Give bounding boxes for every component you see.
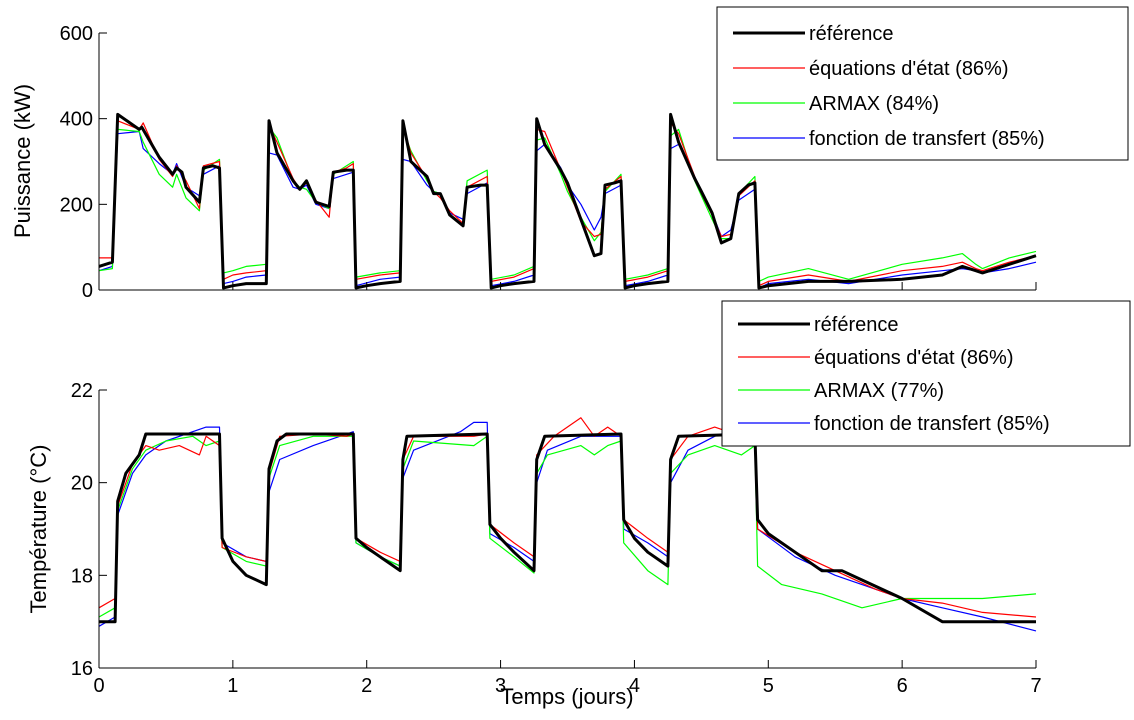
temperature-x-tick-label: 3 bbox=[495, 675, 506, 697]
temperature-series-group bbox=[98, 417, 1037, 632]
temperature-legend-label-2: ARMAX (77%) bbox=[814, 380, 944, 402]
temperature-x-tick-label: 6 bbox=[897, 675, 908, 697]
power-legend-label-2: ARMAX (84%) bbox=[809, 93, 939, 115]
x-axis-label: Temps (jours) bbox=[500, 684, 633, 709]
temperature-legend-label-3: fonction de transfert (85%) bbox=[814, 413, 1050, 435]
temperature-y-tick-label: 22 bbox=[71, 380, 93, 402]
power-y-tick-label: 0 bbox=[82, 280, 93, 302]
power-y-tick-label: 400 bbox=[60, 109, 93, 131]
temperature-y-tick-label: 20 bbox=[71, 473, 93, 495]
power-series-line-0 bbox=[98, 112, 1037, 290]
temperature-x-tick-label: 2 bbox=[361, 675, 372, 697]
temperature-y-axis-label: Température (°C) bbox=[26, 445, 51, 614]
power-legend-label-3: fonction de transfert (85%) bbox=[809, 128, 1045, 150]
power-series-group bbox=[98, 112, 1037, 290]
temperature-x-tick-label: 0 bbox=[93, 675, 104, 697]
temperature-y-tick-label: 16 bbox=[71, 658, 93, 680]
power-y-tick-label: 200 bbox=[60, 194, 93, 216]
power-ticks: 0 200 400 600 bbox=[60, 23, 1037, 302]
power-legend-label-1: équations d'état (86%) bbox=[809, 58, 1009, 80]
temperature-chart: 16 18 20 22 0 1 2 3 4 5 6 7 Température (°C) Temps … bbox=[26, 300, 1131, 709]
temperature-legend-label-0: référence bbox=[814, 314, 899, 336]
temperature-x-tick-label: 7 bbox=[1030, 675, 1041, 697]
temperature-x-tick-label: 5 bbox=[763, 675, 774, 697]
temperature-ticks: 16 18 20 22 0 1 2 3 4 5 6 7 bbox=[71, 380, 1042, 697]
temperature-y-tick-label: 18 bbox=[71, 565, 93, 587]
power-y-tick-label: 600 bbox=[60, 23, 93, 45]
temperature-x-tick-label: 4 bbox=[629, 675, 640, 697]
temperature-x-tick-label: 1 bbox=[227, 675, 238, 697]
power-chart: 0 200 400 600 Puissance (kW) référence équat… bbox=[10, 6, 1129, 302]
temperature-legend-label-1: équations d'état (86%) bbox=[814, 347, 1014, 369]
temperature-series-line-0 bbox=[99, 432, 1036, 624]
power-y-axis-label: Puissance (kW) bbox=[10, 84, 35, 238]
power-legend-label-0: référence bbox=[809, 23, 894, 45]
temperature-legend: référence équations d'état (86%) ARMAX (77… bbox=[721, 300, 1131, 447]
power-legend: référence équations d'état (86%) ARMAX (84… bbox=[716, 6, 1129, 161]
